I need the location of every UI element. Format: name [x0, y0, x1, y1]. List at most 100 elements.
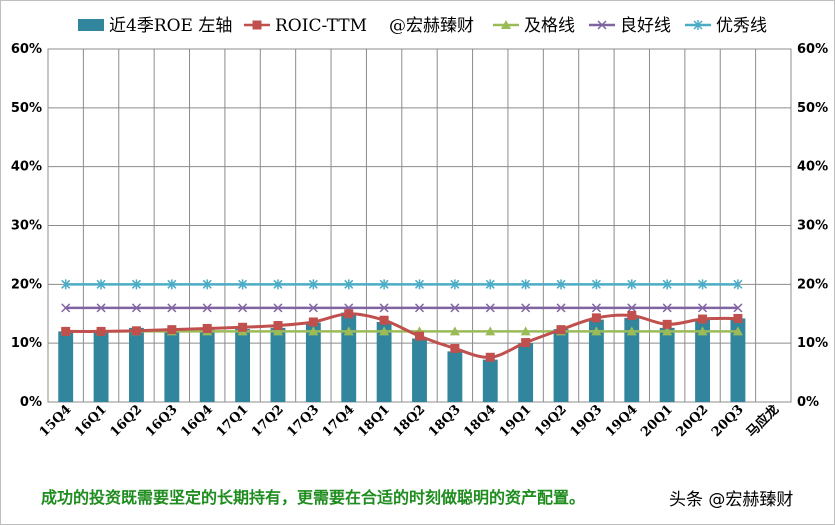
bar — [235, 329, 251, 402]
legend-label: 优秀线 — [716, 16, 767, 36]
square-marker — [131, 326, 141, 336]
y-tick-label-left: 40% — [11, 160, 42, 175]
bar — [412, 338, 427, 402]
star-marker — [414, 279, 425, 290]
x-marker — [308, 303, 318, 313]
x-axis: 15Q416Q116Q216Q316Q417Q117Q217Q317Q418Q1… — [37, 402, 782, 441]
triangle-marker — [697, 326, 708, 336]
square-marker — [627, 311, 637, 321]
x-marker — [698, 303, 708, 313]
x-tick-label: 18Q1 — [355, 402, 393, 440]
square-marker — [450, 343, 460, 353]
y-tick-label-left: 0% — [20, 395, 42, 410]
legend-label: 及格线 — [524, 16, 575, 36]
star-marker — [450, 279, 460, 290]
bar — [588, 319, 604, 402]
x-marker — [627, 303, 637, 313]
star-marker — [556, 279, 566, 290]
legend: 近4季ROE 左轴 ROIC-TTM @宏赫臻财 及格线 良好线 优秀线 — [78, 16, 767, 36]
x-tick-label: 16Q2 — [107, 402, 145, 440]
bar — [93, 331, 109, 402]
x-tick-label: 19Q4 — [603, 402, 641, 440]
x-tick-label: 17Q1 — [214, 402, 252, 440]
x-tick-label: 17Q4 — [320, 402, 358, 440]
y-tick-label-right: 20% — [797, 277, 828, 292]
y-tick-label-right: 40% — [797, 160, 828, 175]
x-marker — [733, 303, 743, 313]
star-marker — [61, 279, 71, 290]
x-marker — [61, 303, 71, 313]
x-tick-label: 16Q3 — [143, 402, 181, 440]
square-marker — [96, 326, 106, 336]
x-marker — [379, 303, 389, 313]
square-marker — [662, 319, 672, 329]
y-tick-label-left: 30% — [11, 219, 42, 234]
legend-label: ROIC-TTM — [275, 16, 367, 36]
x-marker — [131, 303, 141, 313]
square-marker — [252, 20, 262, 30]
y-axis-right: 0% 10% 20% 30% 40% 50% 60% — [797, 42, 828, 410]
triangle-marker — [520, 326, 531, 336]
x-tick-label: 17Q3 — [284, 402, 322, 440]
triangle-marker — [485, 326, 496, 336]
y-tick-label-right: 50% — [797, 101, 828, 116]
bar — [270, 327, 286, 402]
bar — [447, 351, 463, 402]
y-tick-label-right: 60% — [797, 42, 828, 57]
bar — [199, 329, 215, 402]
x-tick-label: 马应龙 — [743, 402, 782, 441]
y-tick-label-left: 20% — [11, 277, 42, 292]
x-marker — [521, 303, 531, 313]
star-marker — [693, 20, 703, 30]
triangle-marker — [501, 20, 511, 29]
y-tick-label-left: 50% — [11, 101, 42, 116]
x-tick-label: 16Q4 — [178, 402, 216, 440]
x-marker — [662, 303, 672, 313]
square-marker — [202, 323, 212, 333]
bar — [730, 318, 746, 402]
bar — [58, 331, 74, 402]
triangle-marker — [626, 326, 637, 336]
triangle-marker — [308, 326, 319, 336]
square-marker — [521, 338, 531, 348]
triangle-marker — [732, 326, 743, 336]
star-marker — [344, 279, 354, 290]
caption: 成功的投资既需要坚定的长期持有，更需要在合适的时刻做聪明的资产配置。 — [41, 488, 586, 507]
x-marker — [202, 303, 212, 313]
x-marker — [96, 303, 106, 313]
star-marker — [202, 279, 212, 290]
x-marker — [167, 303, 177, 313]
star-marker — [167, 279, 177, 290]
legend-label: 良好线 — [620, 16, 671, 36]
x-tick-label: 18Q4 — [461, 402, 499, 440]
triangle-marker — [272, 326, 283, 336]
legend-extra-text: @宏赫臻财 — [389, 16, 474, 36]
square-marker — [485, 352, 495, 362]
star-marker — [273, 279, 283, 290]
y-tick-label-left: 10% — [11, 336, 42, 351]
bar — [341, 312, 357, 402]
star-marker — [627, 279, 637, 290]
square-marker — [733, 313, 743, 323]
x-tick-label: 16Q1 — [72, 402, 110, 440]
x-tick-label: 20Q2 — [674, 402, 712, 440]
star-marker — [379, 279, 389, 290]
x-tick-label: 19Q1 — [497, 402, 535, 440]
legend-swatch-bar — [78, 19, 104, 31]
square-marker — [238, 322, 248, 332]
star-marker — [521, 279, 531, 290]
square-marker — [556, 325, 566, 335]
x-marker — [273, 303, 283, 313]
square-marker — [308, 317, 318, 327]
x-tick-label: 19Q3 — [567, 402, 605, 440]
star-marker — [591, 279, 601, 290]
x-tick-label: 18Q2 — [391, 402, 429, 440]
square-marker — [167, 325, 177, 335]
star-marker — [238, 279, 248, 290]
triangle-marker — [379, 326, 390, 336]
x-tick-label: 17Q2 — [249, 402, 287, 440]
x-marker — [450, 303, 460, 313]
bar — [624, 317, 640, 402]
